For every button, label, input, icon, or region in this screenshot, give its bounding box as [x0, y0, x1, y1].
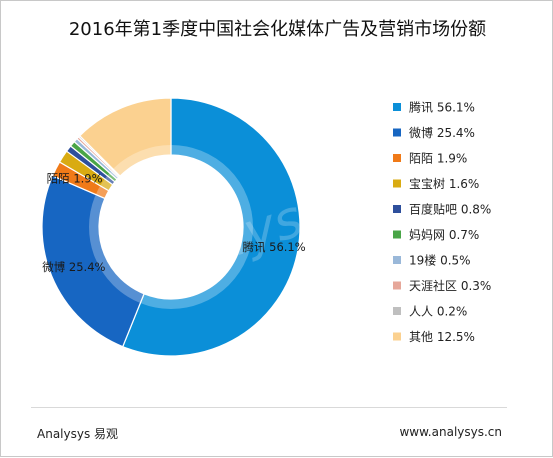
legend: 腾讯 56.1% 微博 25.4% 陌陌 1.9% 宝宝树 1.6% 百度贴吧 0.8%… — [393, 100, 491, 344]
legend-label-宝宝树: 宝宝树 1.6% — [409, 176, 479, 191]
inner-ring-band — [89, 145, 253, 309]
slice-label-陌陌: 陌陌 1.9% — [47, 171, 103, 185]
legend-label-19楼: 19楼 0.5% — [409, 253, 471, 268]
legend-swatch-陌陌 — [393, 154, 401, 162]
legend-swatch-人人 — [393, 307, 401, 315]
legend-swatch-宝宝树 — [393, 179, 401, 188]
legend-swatch-微博 — [393, 128, 401, 137]
legend-label-陌陌: 陌陌 1.9% — [409, 152, 467, 166]
legend-label-腾讯: 腾讯 56.1% — [409, 100, 475, 115]
chart-title: 2016年第1季度中国社会化媒体广告及营销市场份额 — [68, 19, 487, 40]
slice-label-腾讯: 腾讯 56.1% — [242, 240, 305, 254]
footer-divider — [31, 407, 507, 408]
slice-labels: 腾讯 56.1% 微博 25.4% 陌陌 1.9% — [42, 171, 305, 274]
footer-brand: Analysys 易观 — [37, 427, 119, 441]
legend-swatch-19楼 — [393, 256, 401, 264]
legend-swatch-腾讯 — [393, 103, 401, 111]
legend-label-微博: 微博 25.4% — [409, 125, 475, 140]
legend-label-其他: 其他 12.5% — [409, 330, 475, 344]
slice-微博 — [41, 174, 145, 348]
legend-label-天涯社区: 天涯社区 0.3% — [409, 278, 491, 293]
slice-腾讯 — [121, 97, 301, 357]
slice-label-微博: 微博 25.4% — [42, 260, 105, 274]
footer-url: www.analysys.cn — [399, 425, 502, 439]
legend-swatch-百度贴吧 — [393, 205, 401, 213]
legend-label-妈妈网: 妈妈网 0.7% — [409, 228, 479, 242]
legend-label-百度贴吧: 百度贴吧 0.8% — [409, 202, 491, 217]
slice-其他 — [78, 97, 172, 177]
donut-slices — [41, 97, 301, 357]
legend-swatch-其他 — [393, 332, 401, 341]
legend-swatch-妈妈网 — [393, 230, 401, 239]
legend-label-人人: 人人 0.2% — [409, 305, 467, 319]
inner-ring-decoration: Analysys — [89, 145, 365, 309]
legend-swatch-天涯社区 — [393, 281, 401, 290]
